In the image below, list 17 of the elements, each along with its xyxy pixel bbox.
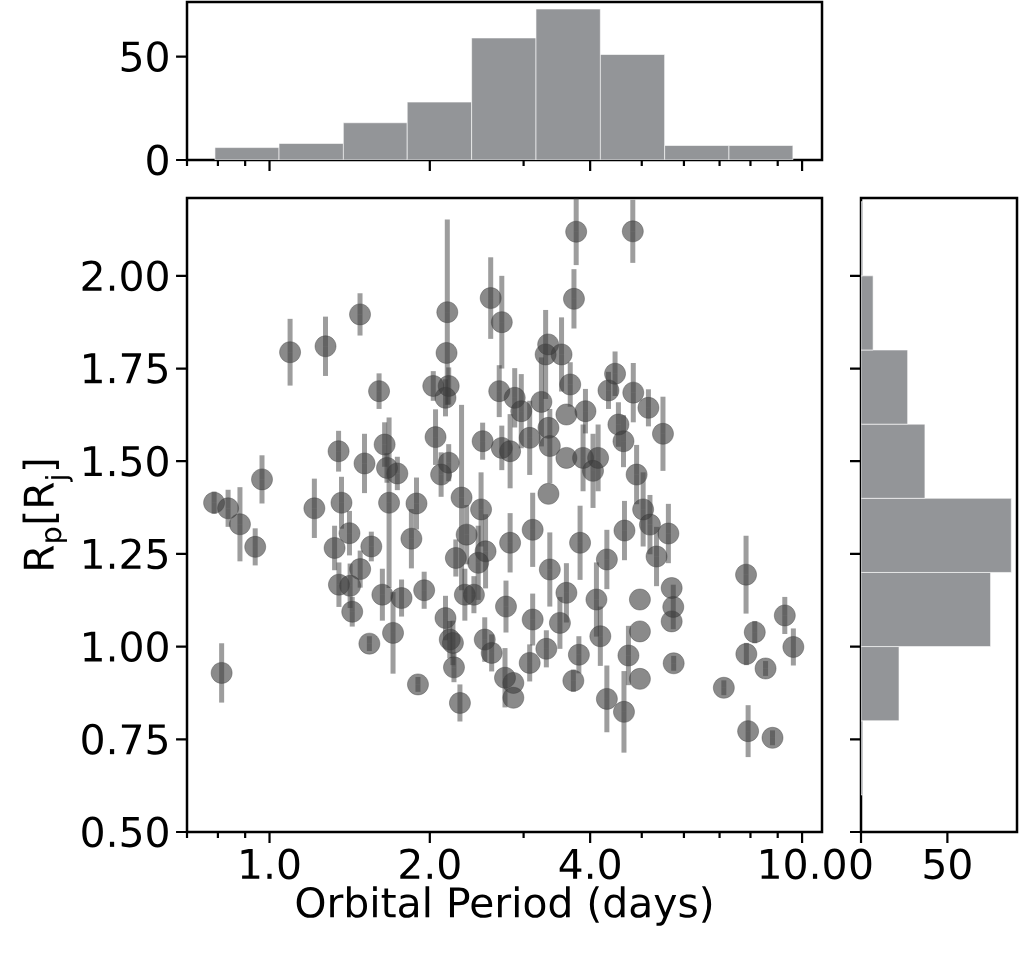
y-tick-label: 1.25 — [84, 538, 167, 570]
x-tick-label: 2.0 — [400, 848, 460, 880]
y-tick-label: 0.75 — [82, 723, 167, 755]
x-tick-label: 1.0 — [241, 848, 300, 880]
y-tick-label: 50 — [121, 41, 168, 73]
x-tick-label: 10.0 — [761, 848, 845, 880]
x-tick-label: 0 — [850, 848, 872, 880]
y-axis-title: R$_{p}$[R$_{j}$] — [22, 460, 73, 569]
x-tick-label: 4.0 — [559, 848, 620, 880]
y-tick-label: 1.75 — [84, 353, 167, 384]
y-tick-label: 0.50 — [82, 816, 168, 848]
y-tick-label: 1.50 — [84, 445, 168, 477]
x-axis-title: Orbital Period (days) — [296, 886, 712, 926]
y-tick-label: 0 — [147, 144, 168, 176]
y-tick-label: 1.00 — [84, 631, 168, 663]
x-tick-label: 50 — [924, 848, 971, 880]
y-tick-label: 2.00 — [82, 260, 168, 292]
